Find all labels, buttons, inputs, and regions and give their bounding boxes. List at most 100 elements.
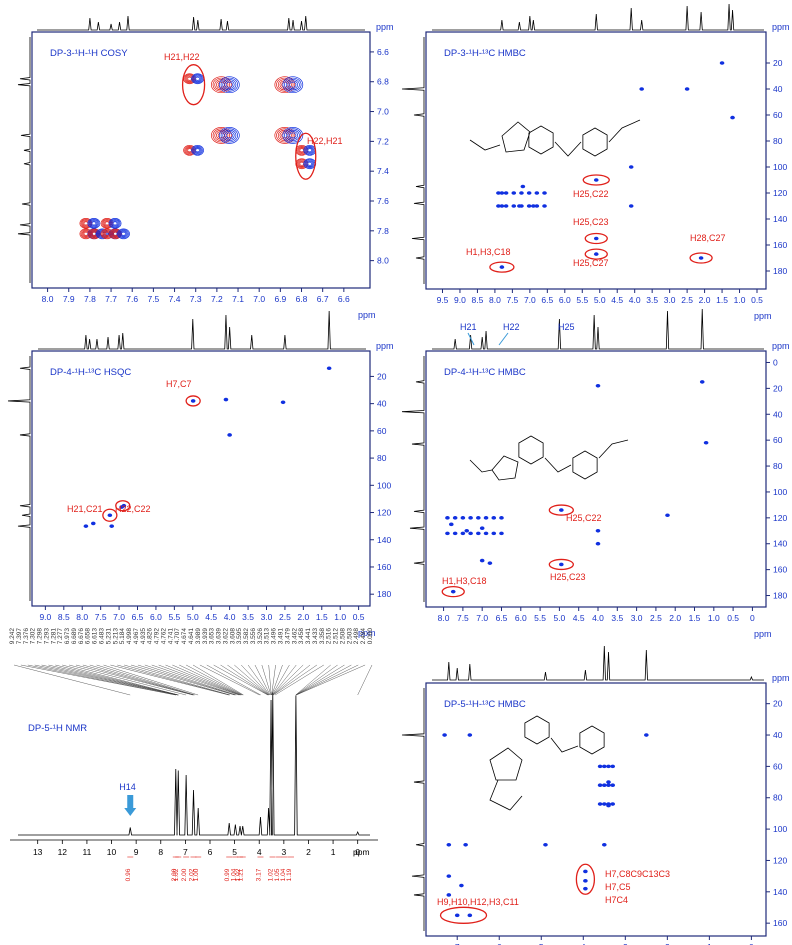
hmbc5-ytick-label: 60	[773, 761, 783, 771]
hmbc3-cross-peak	[503, 191, 509, 195]
nmr5-integral-label: 1.21	[238, 868, 245, 881]
nmr5-peak-label: 3.458	[298, 628, 305, 645]
hmbc4-label-h25c23: H25,C23	[550, 572, 586, 582]
cosy-contour-blue	[90, 220, 98, 227]
hsqc4-frame	[31, 350, 371, 607]
cosy-contour-blue	[87, 218, 101, 229]
cosy-contour-blue	[195, 148, 200, 153]
hsqc4-highlight-h22c22	[115, 500, 131, 512]
nmr5-integral-label: 1.04	[230, 868, 237, 881]
benzene-ring	[572, 450, 598, 480]
hmbc4-xtick-label: 6.0	[515, 613, 527, 623]
nmr5-peak-leader	[82, 664, 194, 696]
hsqc4-ytick-label: 160	[377, 562, 391, 572]
cosy-contour-blue	[108, 218, 122, 229]
hmbc3-cross-peak	[520, 184, 526, 189]
cosy-xtick-label: 7.3	[190, 294, 202, 304]
hmbc3-xunit: ppm	[754, 311, 772, 321]
nmr5-peak-leader	[268, 664, 272, 696]
hmbc4-xtick-label: 1.0	[708, 613, 720, 623]
nmr5-peak-leader	[272, 664, 311, 696]
nmr5-peak-leader	[165, 664, 241, 696]
hmbc3-frame	[425, 31, 767, 290]
hmbc4-xtick-label: 4.5	[573, 613, 585, 623]
cosy-contour-blue	[285, 79, 300, 91]
nmr5-xtick-label: 3	[281, 847, 286, 857]
hmbc4-cross-peak	[699, 380, 705, 384]
hmbc4-ytick-label: 180	[773, 591, 787, 601]
hsqc4-xtick-label: 4.5	[205, 612, 217, 622]
cosy-contour-blue	[192, 74, 203, 84]
nmr5-integral-label: 1.02	[235, 868, 242, 881]
nmr5-peak-label: 3.595	[236, 628, 243, 645]
hsqc4-cross-peak	[280, 400, 286, 405]
nmr5-xtick-label: 9	[134, 847, 139, 857]
hmbc4-xtick-label: 6.5	[496, 613, 508, 623]
nmr5-xtick-label: 6	[208, 847, 213, 857]
cosy-contour-blue	[225, 132, 233, 139]
structure-bonds	[469, 119, 641, 157]
hmbc3-cross-peak	[499, 265, 505, 269]
hmbc5-xtick-label: 1	[707, 942, 712, 945]
cosy-label-h22h21: H22,H21	[307, 136, 343, 146]
hmbc4-cross-peak	[464, 528, 470, 533]
nmr5-peak-leader	[172, 664, 242, 696]
hmbc4-highlight-h1h3c18	[441, 585, 465, 598]
cosy-contour-blue	[224, 80, 235, 89]
hmbc3-cross-peak	[499, 204, 505, 208]
nmr5-peak-label: 2.512	[333, 628, 340, 645]
hmbc5-cross-peak	[610, 764, 616, 769]
nmr5-peak-leader	[254, 664, 271, 696]
hmbc3-cross-peak	[542, 191, 547, 195]
hsqc4-cross-peak	[83, 524, 89, 528]
hmbc3-cross-peak	[503, 204, 509, 208]
hmbc5-cross-peak	[442, 733, 447, 737]
hmbc4-cross-peak	[452, 531, 458, 536]
cosy-ytick-label: 7.0	[377, 107, 389, 117]
hmbc5-label-h7c5: H7,C5	[605, 882, 631, 892]
nmr5-peak-leader	[227, 664, 269, 696]
hmbc4-cross-peak	[665, 513, 670, 518]
hmbc4-xtick-label: 7.5	[457, 613, 469, 623]
nmr5-peak-label: 7.281	[50, 628, 57, 645]
benzene-ring	[579, 725, 605, 755]
nmr5-peak-leader	[20, 664, 176, 696]
nmr5-peak-label: 7.277	[57, 628, 64, 645]
nmr5-peak-label: 9.242	[9, 628, 16, 645]
hmbc4-ytick-label: 160	[773, 565, 787, 575]
hmbc3-cross-peak	[526, 191, 532, 195]
hmbc3-ytick-label: 140	[773, 214, 787, 224]
cosy-ytick-label: 8.0	[377, 256, 389, 266]
cosy-contour-red	[210, 76, 232, 94]
hmbc3-cross-peak	[519, 191, 524, 195]
hmbc3-highlight-h28c27	[689, 252, 713, 264]
cosy-contour-blue	[194, 75, 201, 82]
cosy-contour-blue	[222, 129, 237, 142]
nmr5-integral-label: 1.02	[268, 868, 275, 881]
hmbc5-ytick-label: 20	[773, 699, 783, 709]
cosy-contour-blue	[91, 221, 97, 226]
cosy-contour-blue	[225, 81, 233, 88]
hmbc4-top-label-arrows	[467, 332, 509, 346]
cosy-ytick-label: 7.4	[377, 166, 389, 176]
hmbc4-xtick-label: 7.0	[476, 613, 488, 623]
cosy-xtick-label: 7.8	[84, 294, 96, 304]
hmbc4-xtick-label: 1.5	[689, 613, 701, 623]
cosy-contour-red	[274, 76, 296, 94]
cosy-contour-blue	[289, 132, 297, 139]
cosy-contour-blue	[220, 128, 238, 143]
nmr5-integral-label: 0.96	[125, 868, 132, 881]
nmr5-peak-label: 4.998	[126, 628, 133, 645]
nmr5-peak-leader	[130, 664, 235, 696]
nmr5-peak-label: 4.792	[154, 628, 161, 645]
hsqc4-panel: 9.0 8.5 8.0 7.5 7.0 6.5 6.0 5.5 5.0 4.5 4.0 3.5 3.0 2…	[7, 310, 394, 638]
hmbc5-cross-peak	[602, 842, 607, 847]
nmr5-peak-label: 3.433	[312, 628, 319, 645]
hmbc3-structure	[469, 119, 641, 157]
hsqc4-xtick-label: 3.5	[242, 612, 254, 622]
hmbc3-cross-peak	[628, 165, 634, 169]
cosy-ytick-label: 6.6	[377, 47, 389, 57]
hsqc4-cross-peak	[326, 366, 332, 371]
hmbc4-cross-peak	[468, 516, 473, 520]
nmr5-xtick-label: 12	[58, 847, 68, 857]
